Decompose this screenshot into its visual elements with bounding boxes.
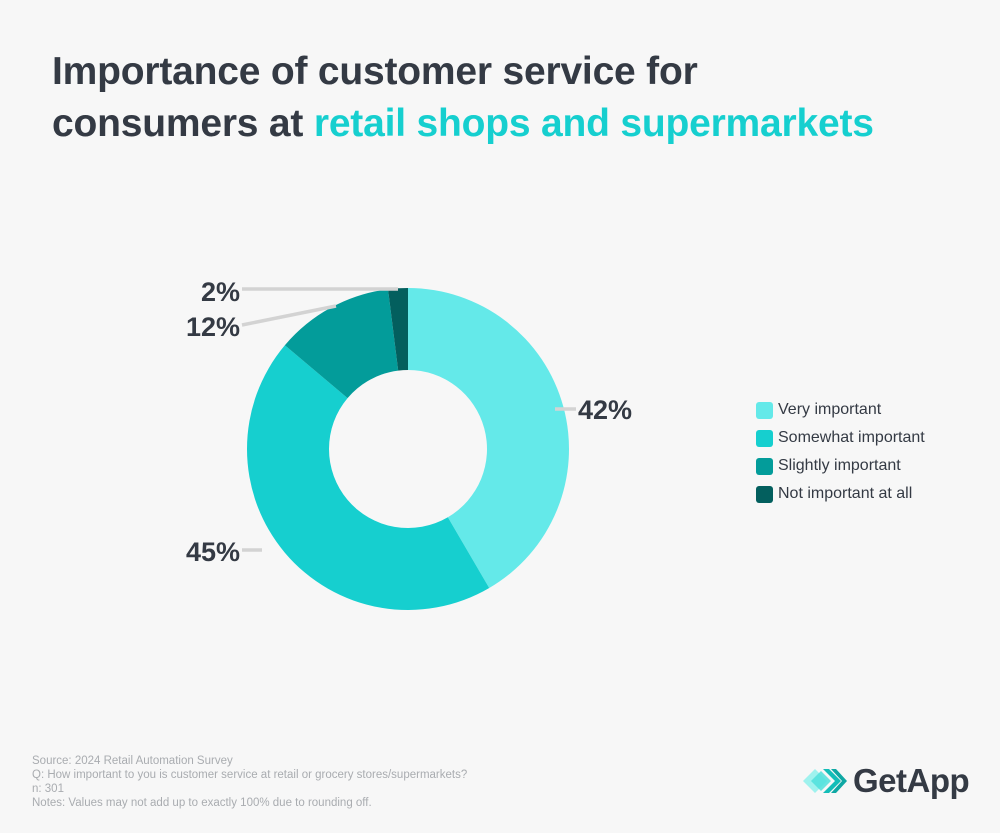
legend-label: Slightly important: [778, 457, 901, 474]
chart-title: Importance of customer service for consu…: [52, 46, 874, 150]
footnotes: Source: 2024 Retail Automation Survey Q:…: [32, 754, 467, 810]
legend-label: Very important: [778, 401, 882, 418]
title-line-2-prefix: consumers at: [52, 102, 314, 145]
title-line-1: Importance of customer service for: [52, 50, 698, 93]
getapp-chevrons-icon: [803, 769, 847, 793]
legend-label: Somewhat important: [778, 429, 925, 446]
getapp-wordmark: GetApp: [853, 762, 970, 799]
chart-legend: Very important Somewhat important Slight…: [756, 396, 925, 508]
donut-slice-somewhat-important: [247, 345, 490, 610]
sample-size-note: n: 301: [32, 783, 64, 795]
legend-item-not-important: Not important at all: [756, 480, 925, 508]
leader-line: [241, 304, 337, 327]
question-note: Q: How important to you is customer serv…: [32, 769, 468, 781]
percentage-label: 12%: [186, 312, 240, 342]
percentage-label: 42%: [578, 395, 632, 425]
donut-slice-not-important-at-all: [388, 288, 408, 371]
legend-swatch: [756, 485, 773, 503]
source-note: Source: 2024 Retail Automation Survey: [32, 755, 233, 767]
percentage-label: 2%: [201, 277, 240, 307]
legend-item-slightly-important: Slightly important: [756, 452, 925, 480]
percentage-labels: 42% 45% 12% 2%: [186, 277, 632, 567]
legend-swatch: [756, 429, 773, 447]
donut-slice-very-important: [408, 288, 569, 589]
donut-slice-slightly-important: [284, 289, 399, 399]
legend-item-somewhat-important: Somewhat important: [756, 424, 925, 452]
legend-label: Not important at all: [778, 485, 913, 502]
getapp-logo: GetApp: [803, 762, 970, 800]
legend-swatch: [756, 457, 773, 475]
percentage-label: 45%: [186, 537, 240, 567]
legend-swatch: [756, 401, 773, 419]
donut-slices: [247, 288, 569, 610]
rounding-note: Notes: Values may not add up to exactly …: [32, 797, 372, 809]
label-leader-lines: [241, 287, 576, 552]
title-line-2-accent: retail shops and supermarkets: [313, 102, 874, 145]
legend-item-very-important: Very important: [756, 396, 925, 424]
